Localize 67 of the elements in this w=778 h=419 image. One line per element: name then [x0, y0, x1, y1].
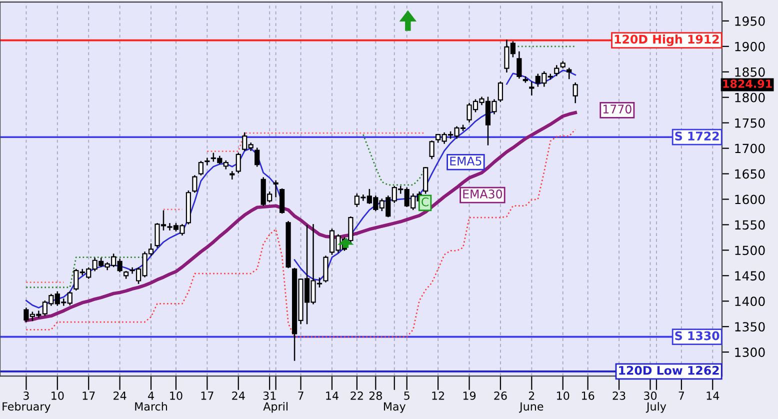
candlestick — [204, 158, 210, 166]
candlestick — [230, 171, 235, 180]
x-tick-label: 14 — [706, 392, 720, 400]
candlestick — [516, 51, 522, 79]
candlestick — [566, 68, 572, 80]
candlestick — [423, 167, 428, 194]
candlestick — [554, 65, 560, 76]
y-tick-label: 1750 — [735, 118, 765, 128]
x-tick-label: 17 — [201, 392, 214, 400]
ref-line-label: S 1330 — [675, 331, 720, 340]
y-tick-label: 1850 — [735, 67, 765, 77]
y-tick-label: 1500 — [735, 246, 765, 256]
x-tick-label: 4 March — [135, 392, 168, 411]
x-tick-label: 24 — [232, 391, 245, 400]
ref-line-label: 120D High 1912 — [614, 34, 719, 46]
x-tick-label: May — [384, 402, 406, 413]
x-tick-label: 12 — [432, 391, 444, 400]
y-tick-label: 1600 — [735, 194, 765, 204]
annotation: EMA5 — [450, 156, 482, 166]
x-tick-label: 5 — [404, 392, 410, 400]
candlestick — [498, 81, 504, 102]
x-tick-label: July — [646, 402, 666, 413]
x-tick-label: 10 — [170, 391, 182, 400]
candlestick — [236, 152, 241, 174]
y-tick-label: 1800 — [735, 92, 765, 102]
x-tick-label: 7 — [678, 392, 684, 400]
x-tick-label: 19 — [463, 391, 476, 400]
candlestick — [572, 82, 578, 104]
annotation: C — [422, 197, 429, 206]
candlestick — [429, 140, 434, 160]
x-tick-label: 3 February — [2, 391, 50, 413]
candlestick — [254, 148, 260, 167]
y-tick-label: 1700 — [735, 144, 765, 154]
x-tick-label: 2 June — [519, 391, 544, 413]
x-tick-label: 10 — [557, 391, 570, 400]
x-tick-label: 7 — [298, 392, 304, 400]
candlestick — [280, 188, 285, 214]
candlestick — [529, 81, 534, 96]
x-tick-label: 26 — [494, 391, 507, 400]
annotation: 1770 — [603, 104, 632, 114]
x-tick-label: April — [263, 402, 288, 413]
candlestick — [323, 256, 328, 282]
y-tick-label: 1450 — [735, 271, 765, 281]
ref-line-label: 120D Low 1262 — [619, 366, 719, 375]
x-tick-label: 17 — [82, 392, 95, 400]
x-tick-label: 31 — [263, 391, 276, 400]
y-tick-label: 1300 — [735, 348, 765, 357]
x-tick-label: 16 — [582, 391, 594, 400]
y-tick-label: 1950 — [735, 16, 765, 26]
y-tick-label: 1550 — [735, 220, 765, 230]
candlestick — [192, 175, 198, 193]
candlestick — [198, 160, 204, 176]
text: 1824.91 — [723, 80, 772, 88]
x-tick-label: 22 — [350, 391, 363, 400]
x-tick-label: 10 — [52, 391, 64, 400]
y-tick-label: 1900 — [735, 42, 765, 52]
x-tick-label: 24 — [114, 391, 126, 400]
annotation: EMA30 — [463, 190, 502, 198]
candlestick — [273, 180, 278, 198]
y-tick-label: 1350 — [735, 322, 765, 332]
x-tick-label: 14 — [326, 392, 338, 400]
ref-line-label: S 1722 — [675, 132, 719, 141]
y-tick-label: 1400 — [735, 296, 765, 306]
x-tick-label: 23 — [612, 391, 626, 400]
x-tick-label: 30 — [644, 391, 657, 400]
y-tick-label: 1650 — [735, 169, 765, 179]
x-tick-label: 28 — [369, 391, 382, 400]
